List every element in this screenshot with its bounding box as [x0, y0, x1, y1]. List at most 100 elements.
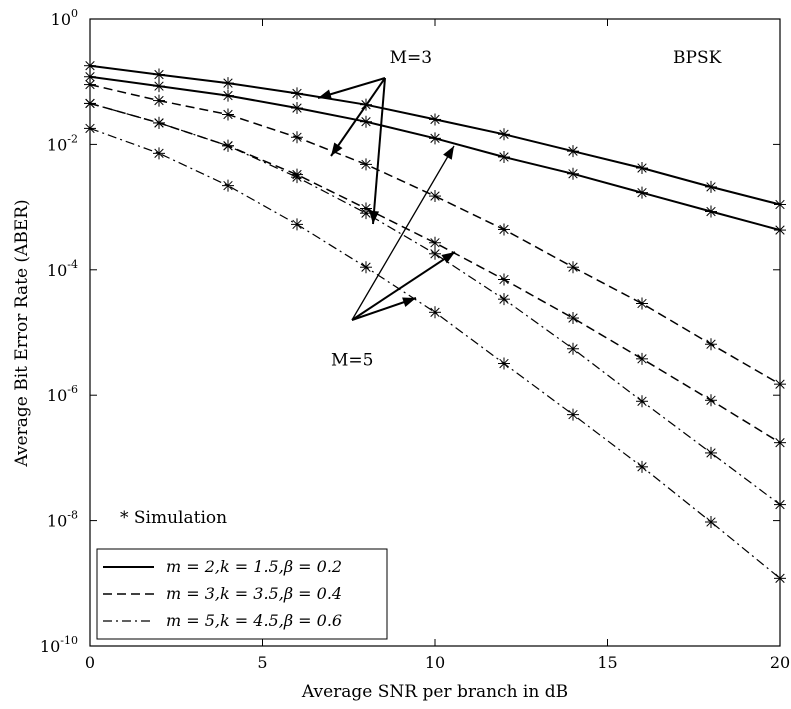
arrow-m3-solid-head: [318, 89, 332, 100]
marker-stroke: [568, 313, 578, 323]
asterisk-marker: [774, 572, 786, 585]
asterisk-marker: [222, 179, 234, 192]
arrow-m3-dashdot-head: [369, 210, 380, 224]
marker-stroke: [568, 409, 578, 420]
marker-stroke: [637, 187, 647, 198]
simulation-note: * Simulation: [120, 508, 227, 528]
marker-stroke: [706, 448, 716, 458]
marker-stroke: [85, 79, 95, 90]
x-tick-label: 5: [257, 653, 267, 672]
marker-stroke: [568, 169, 578, 179]
marker-stroke: [568, 344, 578, 354]
asterisk-marker: [705, 394, 717, 407]
asterisk-marker: [429, 132, 441, 145]
marker-stroke: [361, 159, 371, 170]
asterisk-marker: [153, 94, 165, 107]
marker-stroke: [223, 180, 233, 191]
asterisk-marker: [705, 180, 717, 193]
asterisk-marker: [774, 436, 786, 449]
marker-stroke: [568, 146, 578, 156]
arrow-m5-solid-head: [443, 146, 454, 160]
arrow-m3-dashed: [330, 77, 386, 157]
x-tick-label: 0: [85, 653, 95, 672]
asterisk-marker: [153, 116, 165, 129]
asterisk-marker: [774, 378, 786, 391]
asterisk-marker: [774, 498, 786, 511]
marker-stroke: [430, 238, 440, 248]
asterisk-marker: [636, 186, 648, 199]
marker-stroke: [292, 103, 302, 113]
legend-label-solid: m = 2,k = 1.5,β = 0.2: [166, 557, 342, 576]
asterisk-marker: [567, 408, 579, 421]
annotation-arrows: [317, 77, 456, 321]
asterisk-marker: [222, 139, 234, 152]
asterisk-marker: [774, 224, 786, 237]
marker-stroke: [499, 152, 509, 162]
marker-stroke: [499, 274, 509, 285]
asterisk-marker: [153, 68, 165, 81]
asterisk-marker: [222, 89, 234, 102]
asterisk-marker: [222, 77, 234, 90]
marker-stroke: [706, 182, 716, 192]
y-tick-label: 10-6: [47, 383, 78, 405]
marker-stroke: [430, 307, 440, 317]
legend-label-dashed: m = 3,k = 3.5,β = 0.4: [166, 584, 342, 603]
marker-stroke: [430, 133, 440, 143]
asterisk-marker: [498, 357, 510, 370]
asterisk-marker: [498, 150, 510, 163]
marker-stroke: [223, 90, 233, 101]
marker-stroke: [223, 78, 233, 88]
marker-stroke: [499, 294, 509, 304]
simulation-markers: [84, 59, 786, 585]
asterisk-marker: [222, 108, 234, 121]
marker-stroke: [154, 118, 164, 128]
x-tick-label: 20: [770, 653, 790, 672]
marker-stroke: [637, 462, 647, 472]
marker-stroke: [154, 81, 164, 91]
marker-stroke: [775, 437, 785, 448]
marker-stroke: [85, 123, 95, 134]
arrow-m5-dashed-head: [441, 252, 455, 264]
marker-stroke: [85, 72, 95, 82]
asterisk-marker: [636, 352, 648, 365]
marker-stroke: [154, 148, 164, 159]
x-axis-label: Average SNR per branch in dB: [301, 682, 568, 702]
asterisk-marker: [84, 59, 96, 72]
marker-stroke: [637, 298, 647, 309]
marker-stroke: [706, 206, 716, 217]
asterisk-marker: [498, 293, 510, 306]
asterisk-marker: [705, 338, 717, 351]
asterisk-marker: [84, 78, 96, 91]
arrow-m5-solid: [351, 145, 455, 321]
marker-stroke: [706, 395, 716, 405]
marker-stroke: [292, 172, 302, 182]
asterisk-marker: [429, 236, 441, 249]
asterisk-marker: [705, 446, 717, 459]
y-tick-label: 10-8: [47, 509, 78, 531]
asterisk-marker: [291, 87, 303, 100]
legend-label-dashdot: m = 5,k = 4.5,β = 0.6: [166, 611, 342, 630]
arrow-m5-dashdot-head: [402, 297, 416, 307]
asterisk-marker: [360, 158, 372, 171]
axis-ticks: 0 5 10 15 20 100 10-2 10-4 10-6 10-8 10-10: [40, 7, 790, 672]
marker-stroke: [430, 249, 440, 259]
asterisk-marker: [636, 395, 648, 408]
asterisk-marker: [498, 273, 510, 286]
marker-stroke: [154, 69, 164, 80]
marker-stroke: [499, 358, 509, 369]
asterisk-marker: [498, 128, 510, 141]
asterisk-marker: [567, 145, 579, 158]
series-line-dashdot: [89, 102, 781, 506]
y-tick-label: 10-2: [47, 132, 78, 154]
asterisk-marker: [153, 80, 165, 93]
marker-stroke: [637, 163, 647, 173]
y-tick-label: 100: [51, 7, 78, 29]
y-tick-label: 10-10: [40, 634, 78, 656]
x-tick-label: 15: [597, 653, 617, 672]
asterisk-marker: [636, 162, 648, 175]
marker-stroke: [430, 114, 440, 125]
marker-stroke: [430, 191, 440, 201]
asterisk-marker: [705, 515, 717, 528]
asterisk-marker: [429, 306, 441, 319]
